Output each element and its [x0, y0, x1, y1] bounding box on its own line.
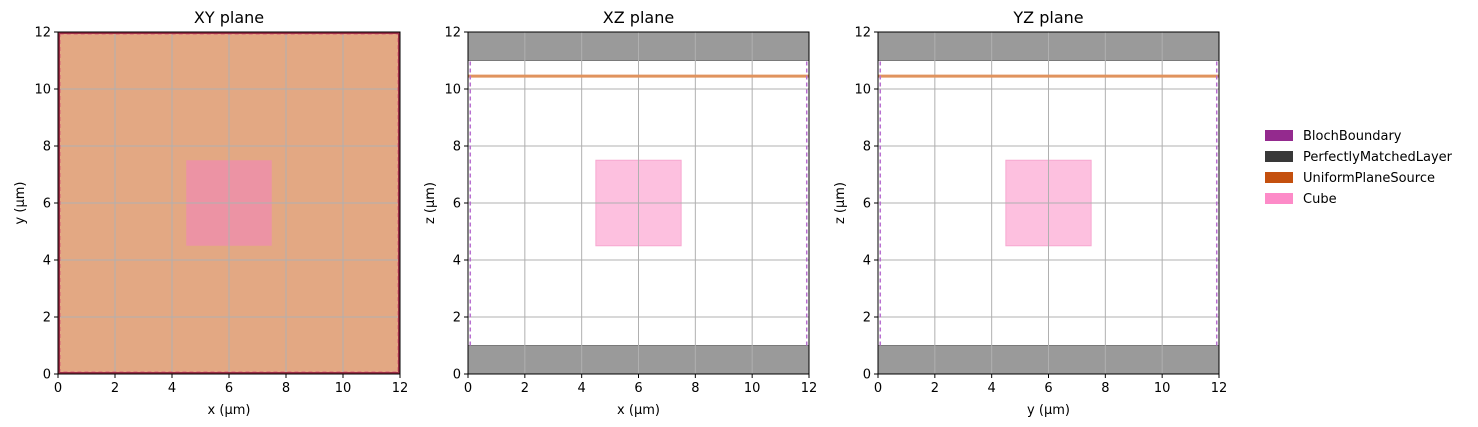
grid: [58, 32, 400, 374]
x-tick-label: 8: [1101, 381, 1109, 396]
x-axis-label: x (µm): [617, 403, 660, 418]
grid: [468, 32, 809, 374]
y-tick-label: 6: [43, 197, 51, 212]
y-tick-label: 10: [854, 83, 871, 98]
y-tick-label: 2: [453, 311, 461, 326]
grid: [878, 32, 1219, 374]
x-tick-label: 4: [988, 381, 996, 396]
legend-swatch-cube: [1265, 193, 1293, 204]
y-axis-label: z (µm): [833, 182, 848, 224]
y-tick-label: 4: [43, 254, 51, 269]
x-tick-label: 8: [691, 381, 699, 396]
x-axis-label: x (µm): [208, 403, 251, 418]
x-axis-label: y (µm): [1027, 403, 1070, 418]
x-tick-label: 2: [931, 381, 939, 396]
x-tick-label: 6: [225, 381, 233, 396]
x-tick-label: 10: [1154, 381, 1171, 396]
y-tick-label: 8: [453, 140, 461, 155]
panel-yz-plane: 0 2 4 6 8 10 12 0 2 4 6 8 10 12 YZ plane y (µm) z (µm): [833, 8, 1227, 418]
x-tick-label: 6: [1044, 381, 1052, 396]
y-tick-label: 8: [43, 140, 51, 155]
chart-title: YZ plane: [1012, 8, 1083, 27]
x-tick-label: 8: [282, 381, 290, 396]
y-tick-label: 6: [863, 197, 871, 212]
panel-xy-plane: 0 2 4 6 8 10 12 0 2 4 6 8 10 12 XY plane x (µm) y (µm): [13, 8, 408, 418]
y-tick-label: 8: [863, 140, 871, 155]
shape-perfectlymatchedlayer-3: [58, 32, 400, 374]
x-tick-label: 4: [168, 381, 176, 396]
y-tick-label: 10: [444, 83, 461, 98]
y-tick-label: 6: [453, 197, 461, 212]
x-tick-label: 0: [464, 381, 472, 396]
x-tick-label: 12: [392, 381, 409, 396]
legend-label-uniformplanesource: UniformPlaneSource: [1303, 171, 1435, 186]
y-tick-label: 0: [863, 368, 871, 383]
x-tick-label: 4: [578, 381, 586, 396]
x-tick-label: 12: [1211, 381, 1228, 396]
x-tick-label: 2: [111, 381, 119, 396]
x-tick-label: 0: [874, 381, 882, 396]
panel-xz-plane: 0 2 4 6 8 10 12 0 2 4 6 8 10 12 XZ plane x (µm) z (µm): [423, 8, 817, 418]
x-tick-label: 10: [744, 381, 761, 396]
y-tick-label: 10: [34, 83, 51, 98]
x-tick-label: 0: [54, 381, 62, 396]
y-tick-label: 2: [863, 311, 871, 326]
x-tick-label: 2: [521, 381, 529, 396]
y-tick-label: 4: [863, 254, 871, 269]
y-tick-label: 2: [43, 311, 51, 326]
y-tick-label: 12: [854, 26, 871, 41]
y-tick-label: 12: [34, 26, 51, 41]
x-tick-label: 10: [335, 381, 352, 396]
y-axis-label: z (µm): [423, 182, 438, 224]
legend-label-cube: Cube: [1303, 192, 1337, 207]
y-tick-label: 4: [453, 254, 461, 269]
x-tick-label: 12: [801, 381, 818, 396]
legend-swatch-uniformplanesource: [1265, 172, 1293, 183]
legend-swatch-perfectlymatchedlayer: [1265, 151, 1293, 162]
y-tick-label: 12: [444, 26, 461, 41]
legend-label-blochboundary: BlochBoundary: [1303, 129, 1402, 144]
x-tick-label: 6: [634, 381, 642, 396]
y-tick-label: 0: [43, 368, 51, 383]
legend: BlochBoundary PerfectlyMatchedLayer Unifor…: [1265, 129, 1453, 207]
chart-title: XZ plane: [603, 8, 674, 27]
y-tick-label: 0: [453, 368, 461, 383]
chart-title: XY plane: [194, 8, 264, 27]
legend-label-perfectlymatchedlayer: PerfectlyMatchedLayer: [1303, 150, 1453, 165]
legend-swatch-blochboundary: [1265, 130, 1293, 141]
y-axis-label: y (µm): [13, 182, 28, 225]
